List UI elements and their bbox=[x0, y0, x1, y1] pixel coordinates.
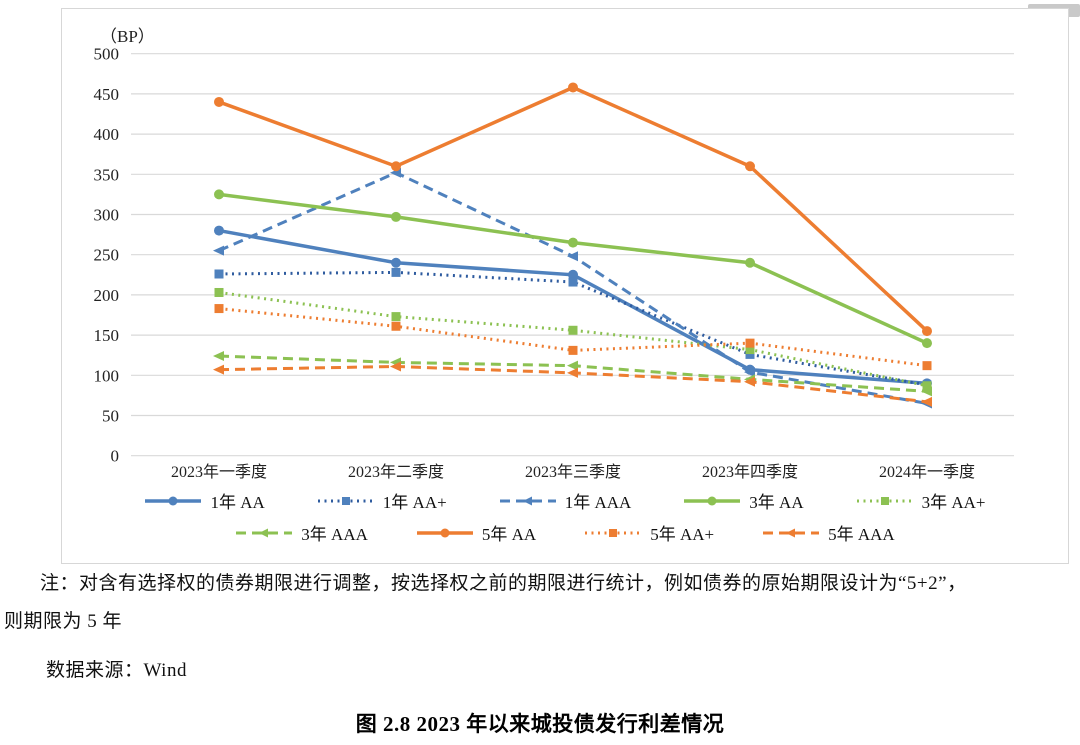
legend-item-5年-AA: 5年 AA bbox=[416, 520, 536, 545]
series-3年-AA+-p1-marker bbox=[391, 312, 401, 322]
y-tick-400: 400 bbox=[94, 125, 120, 144]
series-5年-AA+-p0-marker bbox=[214, 304, 224, 314]
legend-label: 1年 AA+ bbox=[382, 493, 447, 512]
series-5年-AAA-p1-marker bbox=[390, 361, 401, 372]
series-5年-AA+-p1-marker bbox=[391, 321, 401, 331]
x-label-4: 2023年四季度 bbox=[702, 463, 798, 481]
x-label-1: 2023年一季度 bbox=[171, 463, 267, 481]
series-1年-AAA-p0-marker bbox=[213, 245, 224, 256]
legend-label: 5年 AA+ bbox=[650, 525, 715, 544]
series-5年-AA+-p2-marker bbox=[568, 345, 578, 355]
series-1年-AA+-p2-marker bbox=[568, 277, 578, 287]
series-5年-AA+-p4-marker bbox=[922, 361, 932, 371]
legend-item-1年-AA+: 1年 AA+ bbox=[317, 488, 447, 513]
legend-swatch-dotted-icon bbox=[585, 528, 642, 537]
legend-swatch-solid-icon bbox=[145, 496, 202, 505]
y-tick-350: 350 bbox=[94, 165, 120, 184]
series-3年-AAA-p4-marker bbox=[921, 386, 932, 397]
series-3年-AA+-p3-marker bbox=[745, 345, 755, 355]
figure-caption: 图 2.8 2023 年以来城投债发行利差情况 bbox=[355, 712, 725, 736]
chart-figure: 500 450 400 350 300 250 200 150 100 50 0 （BP） 2023年一… bbox=[61, 8, 1069, 564]
legend-swatch-dashed-icon bbox=[236, 528, 293, 537]
y-tick-150: 150 bbox=[94, 326, 120, 345]
legend-label: 3年 AA+ bbox=[921, 493, 986, 512]
legend-item-3年-AA+: 3年 AA+ bbox=[856, 488, 986, 513]
x-label-3: 2023年三季度 bbox=[525, 463, 621, 481]
legend-swatch-solid-icon bbox=[416, 528, 473, 537]
series-3年-AAA-p2-marker bbox=[567, 360, 578, 371]
legend-swatch-dashed-icon bbox=[499, 496, 556, 505]
series-5年-AA-p1-marker bbox=[391, 161, 401, 172]
y-tick-50: 50 bbox=[102, 407, 119, 426]
y-tick-100: 100 bbox=[94, 366, 120, 385]
series-1年-AA-p2-marker bbox=[568, 269, 578, 280]
series-1年-AA+-line bbox=[218, 270, 928, 387]
legend-swatch-solid-icon bbox=[684, 496, 741, 505]
series-5年-AAA-p2-marker bbox=[567, 367, 578, 378]
y-tick-250: 250 bbox=[94, 246, 120, 265]
y-tick-200: 200 bbox=[94, 286, 120, 305]
legend-item-1年-AAA: 1年 AAA bbox=[499, 488, 632, 513]
series-3年-AA+-p0-marker bbox=[214, 287, 224, 297]
chart-legend-row-2: 3年 AAA 5年 AA 5年 AA+ 5年 AAA bbox=[62, 520, 1068, 545]
series-1年-AAA-p3-marker bbox=[744, 367, 755, 378]
legend-swatch-dotted-icon bbox=[856, 496, 913, 505]
y-tick-300: 300 bbox=[94, 206, 120, 225]
legend-item-5年-AAA: 5年 AAA bbox=[762, 520, 895, 545]
legend-label: 3年 AAA bbox=[301, 525, 368, 544]
series-1年-AA+-p0-marker bbox=[214, 269, 224, 279]
series-3年-AA-p3-marker bbox=[745, 257, 755, 268]
series-5年-AAA-p0-marker bbox=[213, 364, 224, 375]
series-5年-AA+-p3-marker bbox=[745, 338, 755, 348]
series-1年-AA+-p1-marker bbox=[391, 267, 401, 277]
series-5年-AA-p2-marker bbox=[568, 82, 578, 93]
series-1年-AAA-p2-marker bbox=[567, 251, 578, 262]
legend-swatch-dotted-icon bbox=[317, 496, 374, 505]
legend-label: 1年 AAA bbox=[564, 493, 632, 512]
series-5年-AA-p3-marker bbox=[745, 161, 755, 172]
series-3年-AA-line bbox=[218, 192, 928, 345]
series-5年-AA+-line bbox=[218, 307, 928, 368]
x-label-5: 2024年一季度 bbox=[879, 463, 975, 481]
series-3年-AAA-p0-marker bbox=[213, 351, 224, 362]
y-axis-unit: （BP） bbox=[100, 27, 155, 46]
series-3年-AA+-p4-marker bbox=[922, 381, 932, 391]
y-tick-450: 450 bbox=[94, 85, 120, 104]
line-chart-plot: 500450400350300250200150100500（BP）2023年一… bbox=[94, 27, 1014, 481]
series-1年-AA-line bbox=[218, 228, 928, 386]
legend-item-5年-AA+: 5年 AA+ bbox=[584, 520, 714, 545]
series-1年-AA-p1-marker bbox=[391, 257, 401, 268]
series-3年-AA-p4-marker bbox=[922, 338, 932, 349]
series-1年-AA-p0-marker bbox=[214, 225, 224, 236]
legend-label: 5年 AAA bbox=[828, 525, 895, 544]
note-line-1: 注：对含有选择权的债券期限进行调整，按选择权之前的期限进行统计，例如债券的原始期… bbox=[40, 573, 967, 594]
series-3年-AA-p1-marker bbox=[391, 211, 401, 222]
series-1年-AA+-p3-marker bbox=[745, 349, 755, 359]
legend-swatch-dashed-icon bbox=[763, 528, 820, 537]
series-3年-AA-p2-marker bbox=[568, 237, 578, 248]
chart-legend-row-1: 1年 AA 1年 AA+ 1年 AAA 3年 AA 3年 AA+ bbox=[62, 488, 1068, 513]
series-5年-AAA-p4-marker bbox=[921, 396, 932, 407]
legend-item-3年-AAA: 3年 AAA bbox=[235, 520, 368, 545]
y-tick-500: 500 bbox=[94, 45, 120, 64]
legend-item-1年-AA: 1年 AA bbox=[144, 488, 265, 513]
series-3年-AA+-p2-marker bbox=[568, 325, 578, 335]
x-label-2: 2023年二季度 bbox=[348, 463, 444, 481]
legend-item-3年-AA: 3年 AA bbox=[683, 488, 804, 513]
y-tick-0: 0 bbox=[111, 447, 120, 466]
legend-label: 3年 AA bbox=[749, 493, 804, 512]
note-line-2: 则期限为 5 年 bbox=[4, 610, 123, 632]
data-source: 数据来源：Wind bbox=[46, 660, 187, 681]
chart-note: 注：对含有选择权的债券期限进行调整，按选择权之前的期限进行统计，例如债券的原始期… bbox=[4, 572, 1078, 634]
legend-label: 5年 AA bbox=[481, 525, 537, 544]
series-3年-AA-p0-marker bbox=[214, 189, 224, 200]
series-5年-AA-p4-marker bbox=[922, 326, 932, 337]
series-5年-AA-p0-marker bbox=[214, 96, 224, 107]
series-5年-AAA-p3-marker bbox=[744, 376, 755, 387]
legend-label: 1年 AA bbox=[210, 493, 265, 512]
